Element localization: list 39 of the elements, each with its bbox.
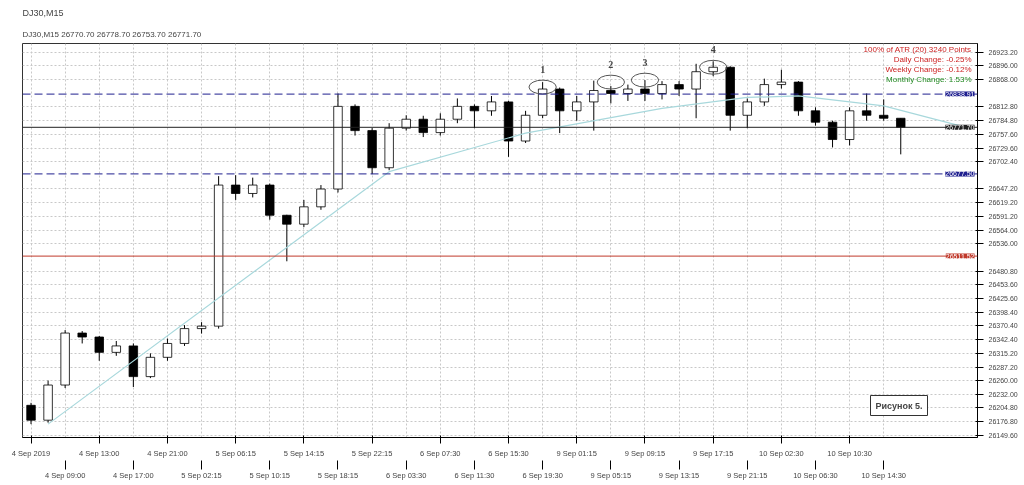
candlestick	[861, 92, 872, 122]
candlestick	[316, 184, 326, 211]
candlestick	[589, 80, 599, 132]
candlestick	[26, 402, 36, 425]
candlestick	[452, 97, 463, 124]
candlestick	[469, 103, 480, 129]
annotation: 100% of ATR (20) 3240 Points	[863, 44, 972, 54]
annotation: 1	[540, 64, 546, 76]
candlestick	[742, 97, 752, 129]
candlestick	[231, 174, 241, 201]
candlestick	[572, 95, 582, 122]
annotation: Monthly Change: 1.53%	[886, 74, 972, 84]
annotation: 4	[710, 44, 716, 56]
candlestick	[810, 106, 821, 127]
candlestick	[162, 338, 173, 362]
candlestick	[896, 117, 906, 155]
candlestick	[418, 115, 428, 138]
annotation: Daily Change: -0.25%	[893, 54, 972, 64]
annotation: Рисунок 5.	[875, 400, 923, 411]
annotation: 3	[642, 57, 648, 69]
candlestick	[691, 63, 701, 119]
annotation: 2	[608, 59, 614, 71]
candlestick	[657, 80, 667, 100]
candlestick	[827, 120, 838, 148]
chart-title: DJ30,M15	[22, 7, 64, 18]
chart-subtitle: DJ30,M15 26770.70 26778.70 26753.70 26771.70	[22, 29, 202, 39]
candlestick	[555, 87, 565, 134]
candlestick	[248, 177, 258, 198]
candlestick	[94, 335, 104, 362]
candlestick	[282, 214, 292, 262]
candlestick	[640, 79, 650, 102]
candlestick	[179, 324, 190, 347]
candlestick	[145, 352, 156, 379]
annotation: Weekly Change: -0.12%	[885, 64, 972, 74]
candlestick	[486, 95, 497, 117]
candlestick	[776, 69, 787, 90]
candlestick	[674, 80, 684, 97]
candlestick	[299, 199, 309, 228]
candlestick	[879, 98, 889, 122]
